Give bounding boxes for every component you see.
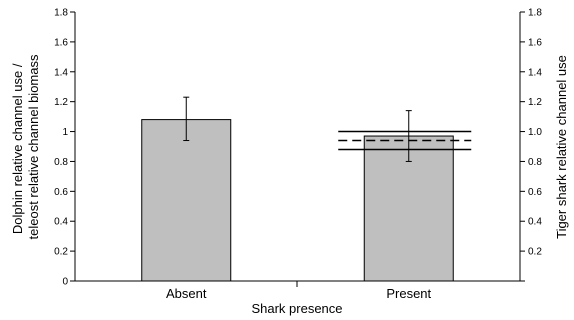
x-axis-tick-labels: Absent Present xyxy=(166,286,432,301)
y-tick-label: 1.8 xyxy=(54,8,68,19)
y2-tick-label: 0.6 xyxy=(528,187,542,198)
y-tick-label: 1.6 xyxy=(54,37,68,48)
y-tick-label: 0.2 xyxy=(54,247,68,258)
x-tick-label: Present xyxy=(386,286,431,301)
y2-tick-label: 1.8 xyxy=(528,8,542,19)
y-tick-label: 0.4 xyxy=(54,217,68,228)
y-tick-label: 0.8 xyxy=(54,157,68,168)
y-axis-title-line-1: Dolphin relative channel use / xyxy=(10,63,25,234)
y-tick-label: 0 xyxy=(62,277,68,288)
y-axis-title-line-2: teleost relative channel biomass xyxy=(26,54,41,239)
y-tick-label: 1.2 xyxy=(54,97,68,108)
y-axis-title: Dolphin relative channel use / teleost r… xyxy=(10,54,41,239)
y2-tick-label: 1.4 xyxy=(528,67,542,78)
y2-tick-label: 0.8 xyxy=(528,157,542,168)
bars xyxy=(141,119,454,282)
x-axis-title: Shark presence xyxy=(251,301,342,316)
reference-lines xyxy=(338,130,472,151)
x-tick-label: Absent xyxy=(166,286,207,301)
y2-tick-label: 1.6 xyxy=(528,37,542,48)
bar-absent xyxy=(141,119,232,282)
y2-tick-label: 0.4 xyxy=(528,217,542,228)
y2-tick-label: 1.2 xyxy=(528,97,542,108)
y-tick-label: 0.6 xyxy=(54,187,68,198)
y2-tick-label: 1.0 xyxy=(528,127,542,138)
y2-tick-label: 0.2 xyxy=(528,247,542,258)
y-tick-label: 1.4 xyxy=(54,67,68,78)
error-bars xyxy=(183,96,412,162)
y2-axis-title: Tiger shark relative channel use xyxy=(554,55,569,239)
right-y-axis-ticks: 0.2 0.4 0.6 0.8 1.0 1.2 1.4 1.6 1.8 xyxy=(520,8,542,282)
y-tick-label: 1 xyxy=(62,127,68,138)
left-y-axis-ticks: 0 0.2 0.4 0.6 0.8 1 1.2 1.4 1.6 1.8 xyxy=(54,8,75,288)
